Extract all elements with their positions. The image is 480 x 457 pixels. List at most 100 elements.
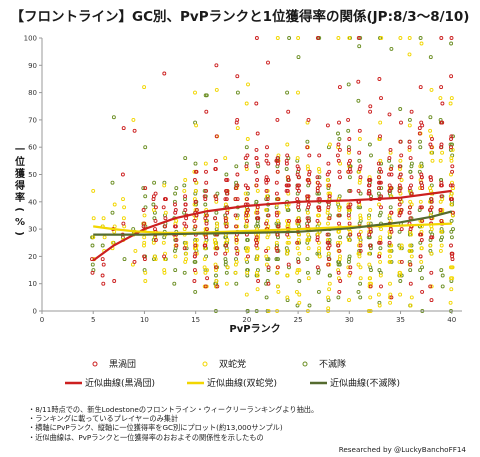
scatter-point <box>225 210 230 215</box>
scatter-point <box>235 74 240 79</box>
scatter-point <box>438 248 443 253</box>
scatter-point <box>337 147 342 152</box>
scatter-point <box>184 240 189 245</box>
scatter-point <box>315 265 320 270</box>
scatter-point <box>265 235 270 240</box>
scatter-point <box>439 218 444 223</box>
scatter-point <box>356 289 361 294</box>
scatter-point <box>161 240 166 245</box>
scatter-point <box>317 254 322 259</box>
scatter-point <box>296 55 301 60</box>
scatter-point <box>398 139 403 144</box>
scatter-point <box>276 210 281 215</box>
scatter-point <box>151 194 156 199</box>
scatter-point <box>337 229 341 234</box>
scatter-point <box>378 246 383 251</box>
scatter-point <box>418 240 423 245</box>
scatter-point <box>327 287 332 292</box>
scatter-point <box>347 188 352 193</box>
scatter-point <box>407 123 412 128</box>
scatter-point <box>407 248 412 253</box>
scatter-point <box>305 210 310 215</box>
scatter-point <box>346 82 351 87</box>
scatter-point <box>305 139 310 144</box>
scatter-point <box>368 178 373 182</box>
scatter-point <box>450 147 455 152</box>
scatter-point <box>327 142 332 147</box>
y-tick-label: 10 <box>28 280 37 288</box>
scatter-point <box>132 128 137 133</box>
scatter-point <box>224 281 229 286</box>
scatter-point <box>192 259 197 264</box>
scatter-point <box>287 218 291 223</box>
x-tick-label: 15 <box>191 316 200 324</box>
scatter-point <box>182 246 187 251</box>
scatter-point <box>132 259 137 264</box>
scatter-point <box>276 289 281 294</box>
scatter-point <box>358 243 363 248</box>
scatter-point <box>235 251 240 256</box>
scatter-point <box>287 36 292 40</box>
scatter-point <box>245 218 250 223</box>
scatter-point <box>326 221 330 226</box>
scatter-point <box>389 243 394 248</box>
scatter-point <box>327 183 332 188</box>
scatter-point <box>253 238 258 242</box>
scatter-point <box>358 164 363 169</box>
scatter-point <box>163 210 168 215</box>
scatter-point <box>449 74 454 79</box>
scatter-point <box>254 147 259 152</box>
scatter-point <box>143 194 148 199</box>
scatter-point <box>418 232 423 237</box>
scatter-point <box>193 199 198 204</box>
scatter-point <box>213 167 218 171</box>
scatter-point <box>439 243 444 248</box>
x-tick-label: 30 <box>345 316 354 324</box>
scatter-point <box>233 197 238 202</box>
scatter-point <box>408 262 413 267</box>
scatter-point <box>235 172 240 177</box>
scatter-point <box>429 145 434 150</box>
scatter-point <box>428 243 433 248</box>
scatter-point <box>223 156 228 161</box>
scatter-point <box>296 90 300 95</box>
scatter-point <box>418 186 423 191</box>
scatter-point <box>194 251 199 256</box>
scatter-point <box>192 268 197 273</box>
scatter-point <box>379 96 383 101</box>
scatter-point <box>213 240 218 245</box>
scatter-point <box>398 107 403 111</box>
scatter-point <box>449 202 454 207</box>
scatter-point <box>285 273 290 278</box>
scatter-point <box>265 197 270 202</box>
scatter-point <box>408 281 413 286</box>
scatter-point <box>214 273 218 278</box>
scatter-point <box>378 235 383 240</box>
scatter-point <box>90 262 95 267</box>
scatter-points-group <box>90 36 455 313</box>
scatter-point <box>315 251 320 256</box>
scatter-point <box>214 210 219 215</box>
scatter-point <box>398 292 403 297</box>
scatter-point <box>295 156 300 161</box>
scatter-point <box>356 262 361 267</box>
scatter-point <box>439 194 444 199</box>
scatter-point <box>202 243 207 248</box>
scatter-point <box>408 205 412 210</box>
scatter-point <box>440 101 445 106</box>
scatter-point <box>121 126 126 131</box>
scatter-point <box>367 216 371 221</box>
scatter-point <box>305 145 310 150</box>
scatter-point <box>358 281 363 286</box>
scatter-point <box>337 137 342 141</box>
scatter-point <box>317 183 322 188</box>
scatter-point <box>398 246 403 251</box>
scatter-point <box>173 224 178 229</box>
scatter-point <box>376 191 381 196</box>
y-axis-label-group: 一位獲得率 (%) <box>14 145 27 236</box>
scatter-point <box>213 246 218 251</box>
scatter-point <box>420 123 425 128</box>
scatter-point <box>153 191 158 196</box>
scatter-point <box>266 246 271 251</box>
